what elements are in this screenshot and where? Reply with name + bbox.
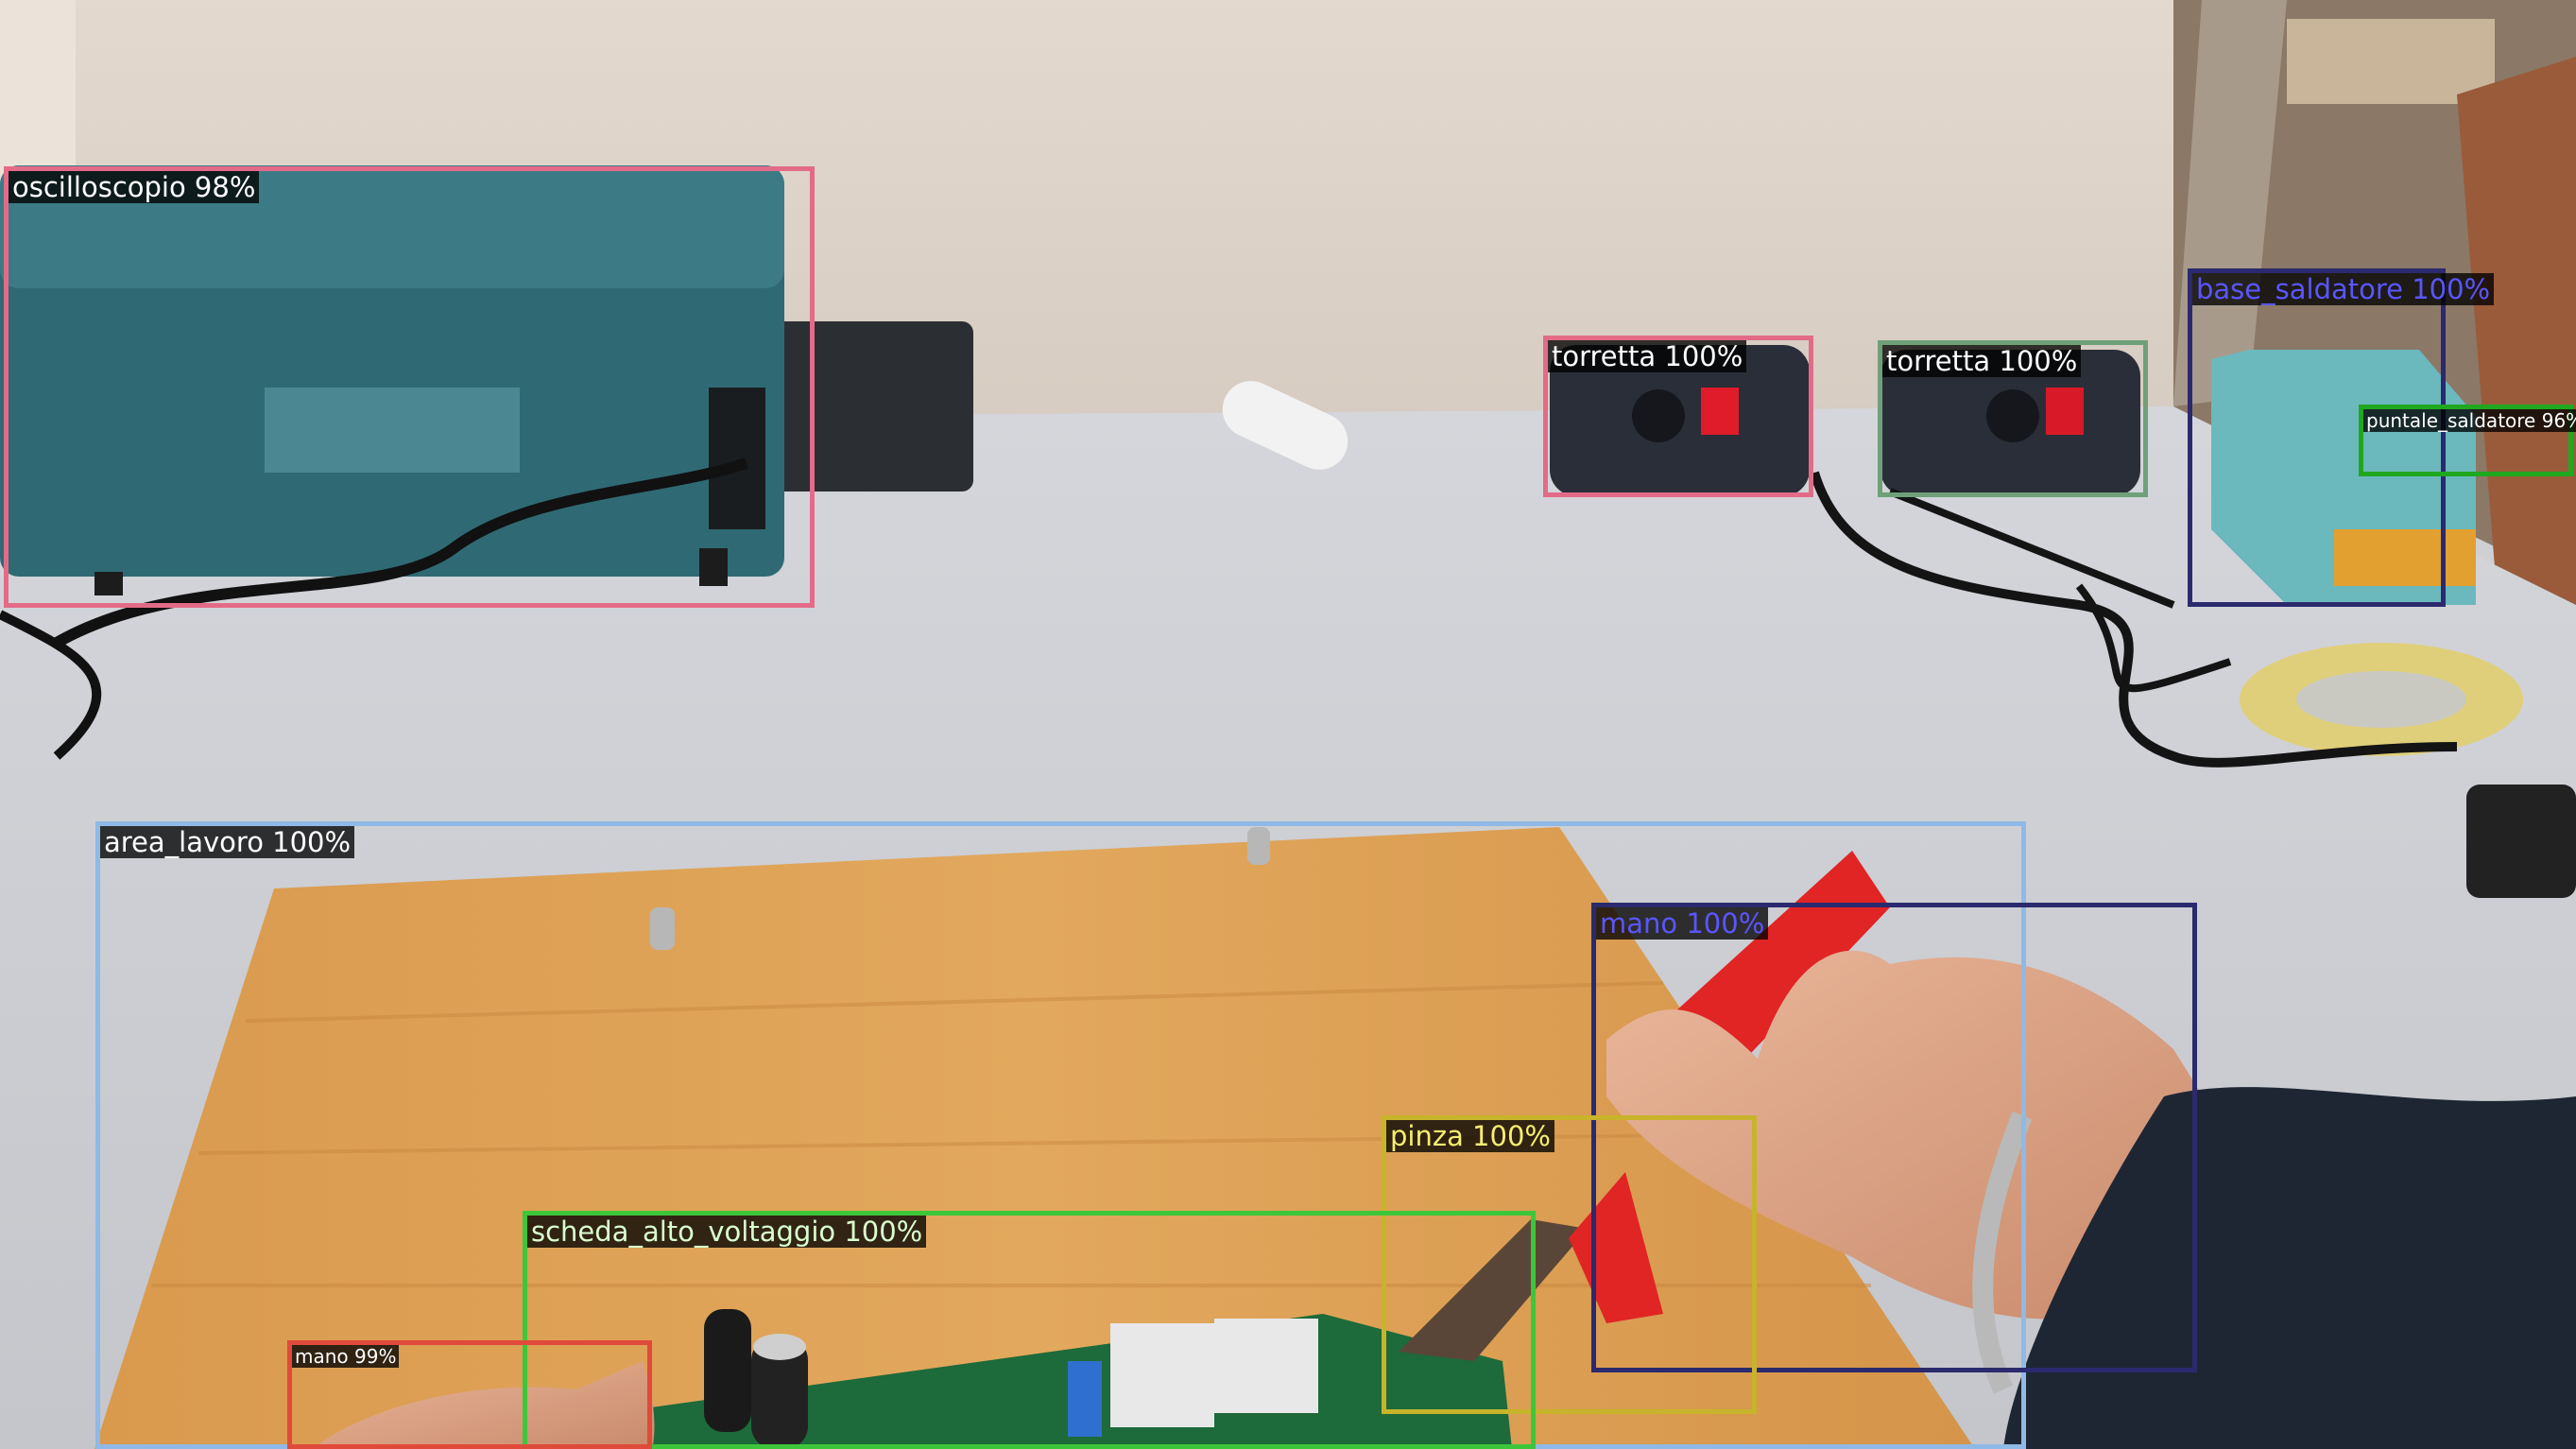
detection-hv-board: scheda_alto_voltaggio 100% <box>523 1211 1536 1449</box>
detection-label: mano 99% <box>292 1345 400 1368</box>
detection-outlet-1: torretta 100% <box>1543 336 1813 497</box>
detection-hand-right: mano 100% <box>1591 903 2197 1372</box>
detection-label: area_lavoro 100% <box>100 826 355 858</box>
detection-label: pinza 100% <box>1386 1120 1554 1152</box>
hand-right-shape <box>1606 950 2576 1449</box>
remote-shape <box>1222 381 1348 470</box>
outlet-shapes <box>1550 345 2140 496</box>
detection-oscilloscope: oscilloscopio 98% <box>4 166 815 608</box>
detection-soldering-base: base_saldatore 100% <box>2188 268 2495 607</box>
detection-label: torretta 100% <box>1548 340 1747 372</box>
detection-pliers: pinza 100% <box>1382 1115 1757 1414</box>
detection-label: scheda_alto_voltaggio 100% <box>527 1216 927 1248</box>
detection-label: oscilloscopio 98% <box>9 171 260 203</box>
hand-left-shape <box>312 1361 655 1449</box>
detection-soldering-tip: puntale_saldatore 96% <box>2359 405 2576 476</box>
circuit-board <box>576 1309 1512 1449</box>
detection-label: puntale_saldatore 96% <box>2363 409 2576 432</box>
soldering-station-shape <box>1810 350 2576 898</box>
detection-label: torretta 100% <box>1882 345 2082 377</box>
detection-outlet-2: torretta 100% <box>1878 340 2148 497</box>
detection-label: mano 100% <box>1596 907 1769 940</box>
detection-label: base_saldatore 100% <box>2192 273 2495 305</box>
detection-hand-left: mano 99% <box>287 1340 652 1449</box>
oscilloscope-shape <box>0 165 973 760</box>
